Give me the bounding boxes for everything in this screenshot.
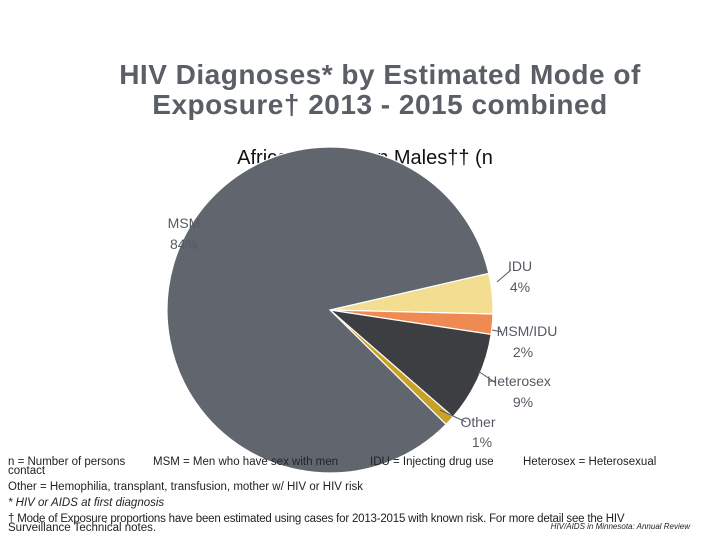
- slice-label-msm-name: MSM: [168, 215, 201, 231]
- leader-line-other: [439, 409, 467, 423]
- leader-line-heterosex: [477, 370, 497, 384]
- annual-review-caption: HIV/AIDS in Minnesota: Annual Review: [550, 522, 690, 531]
- pie-slice-heterosex: [328, 309, 492, 418]
- leader-line-idu: [496, 269, 512, 283]
- pie-slices: [166, 146, 494, 474]
- note-other-definition: Other = Hemophilia, transplant, transfus…: [8, 481, 364, 493]
- note-n-definition: n = Number of persons: [8, 456, 126, 468]
- slice-label-msm-idu-name: MSM/IDU: [497, 323, 558, 339]
- slice-label-msm-idu-percent: 2%: [513, 344, 533, 360]
- note-heterosex-definition: Heterosex = Heterosexual: [523, 456, 657, 468]
- note-star-definition: * HIV or AIDS at first diagnosis: [8, 497, 165, 509]
- note-dagger-definition: † Mode of Exposure proportions have been…: [8, 513, 625, 525]
- note-msm-definition: MSM = Men who have sex with men: [153, 456, 339, 468]
- slice-label-heterosex-name: Heterosex: [487, 373, 551, 389]
- note-idu-definition: IDU = Injecting drug use: [370, 456, 494, 468]
- slice-label-heterosex-percent: 9%: [513, 394, 533, 410]
- title-line-2: Exposure† 2013 - 2015 combined: [152, 89, 608, 120]
- slice-label-msm-percent: 84%: [170, 236, 198, 252]
- pie-slice-msm: [166, 146, 490, 474]
- slice-label-other-percent: 1%: [472, 434, 492, 450]
- note-contact: contact: [8, 465, 46, 477]
- slice-label-idu-name: IDU: [508, 258, 532, 274]
- footnotes: n = Number of persons MSM = Men who have…: [8, 456, 713, 535]
- page-title: HIV Diagnoses* by Estimated Mode of Expo…: [40, 60, 720, 120]
- leader-line-msm-idu: [491, 329, 503, 333]
- slice-label-other-name: Other: [460, 414, 495, 430]
- note-surveillance: Surveillance Technical notes.: [8, 522, 157, 534]
- slice-label-idu-percent: 4%: [510, 279, 530, 295]
- title-line-1: HIV Diagnoses* by Estimated Mode of: [119, 59, 641, 90]
- pie-labels: MSM 84% IDU 4% MSM/IDU 2% Heterosex 9% Other 1%: [168, 215, 558, 450]
